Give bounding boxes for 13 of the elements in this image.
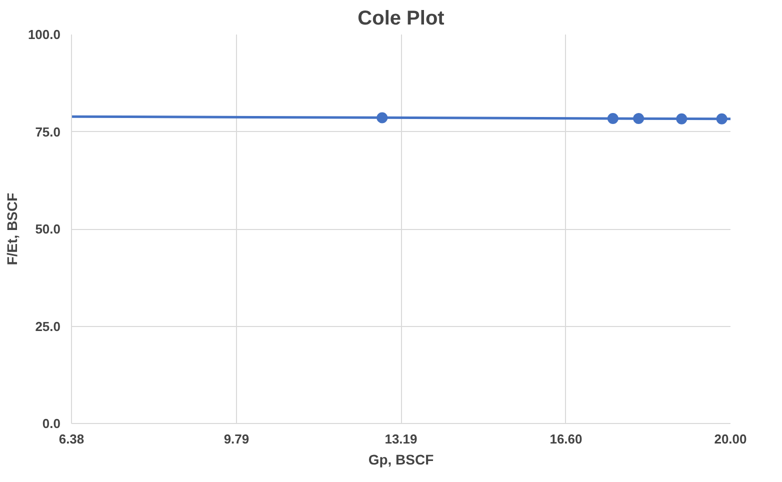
x-tick-label: 9.79 bbox=[224, 432, 250, 446]
y-tick-label: 0.0 bbox=[42, 416, 61, 431]
x-tick-label: 13.19 bbox=[384, 432, 418, 446]
x-tick-label: 16.60 bbox=[550, 432, 582, 446]
y-tick-label: 50.0 bbox=[35, 222, 61, 236]
y-axis-title: F/Et, BSCF bbox=[4, 192, 20, 266]
y-tick-label: 100.0 bbox=[28, 27, 61, 42]
y-tick-label: 75.0 bbox=[35, 124, 61, 140]
x-axis-title: Gp, BSCF bbox=[368, 452, 434, 468]
chart-title: Cole Plot bbox=[358, 8, 445, 30]
x-tick-label: 6.38 bbox=[58, 432, 84, 446]
x-tick-label: 20.00 bbox=[714, 432, 747, 446]
y-tick-label: 25.0 bbox=[35, 318, 61, 334]
